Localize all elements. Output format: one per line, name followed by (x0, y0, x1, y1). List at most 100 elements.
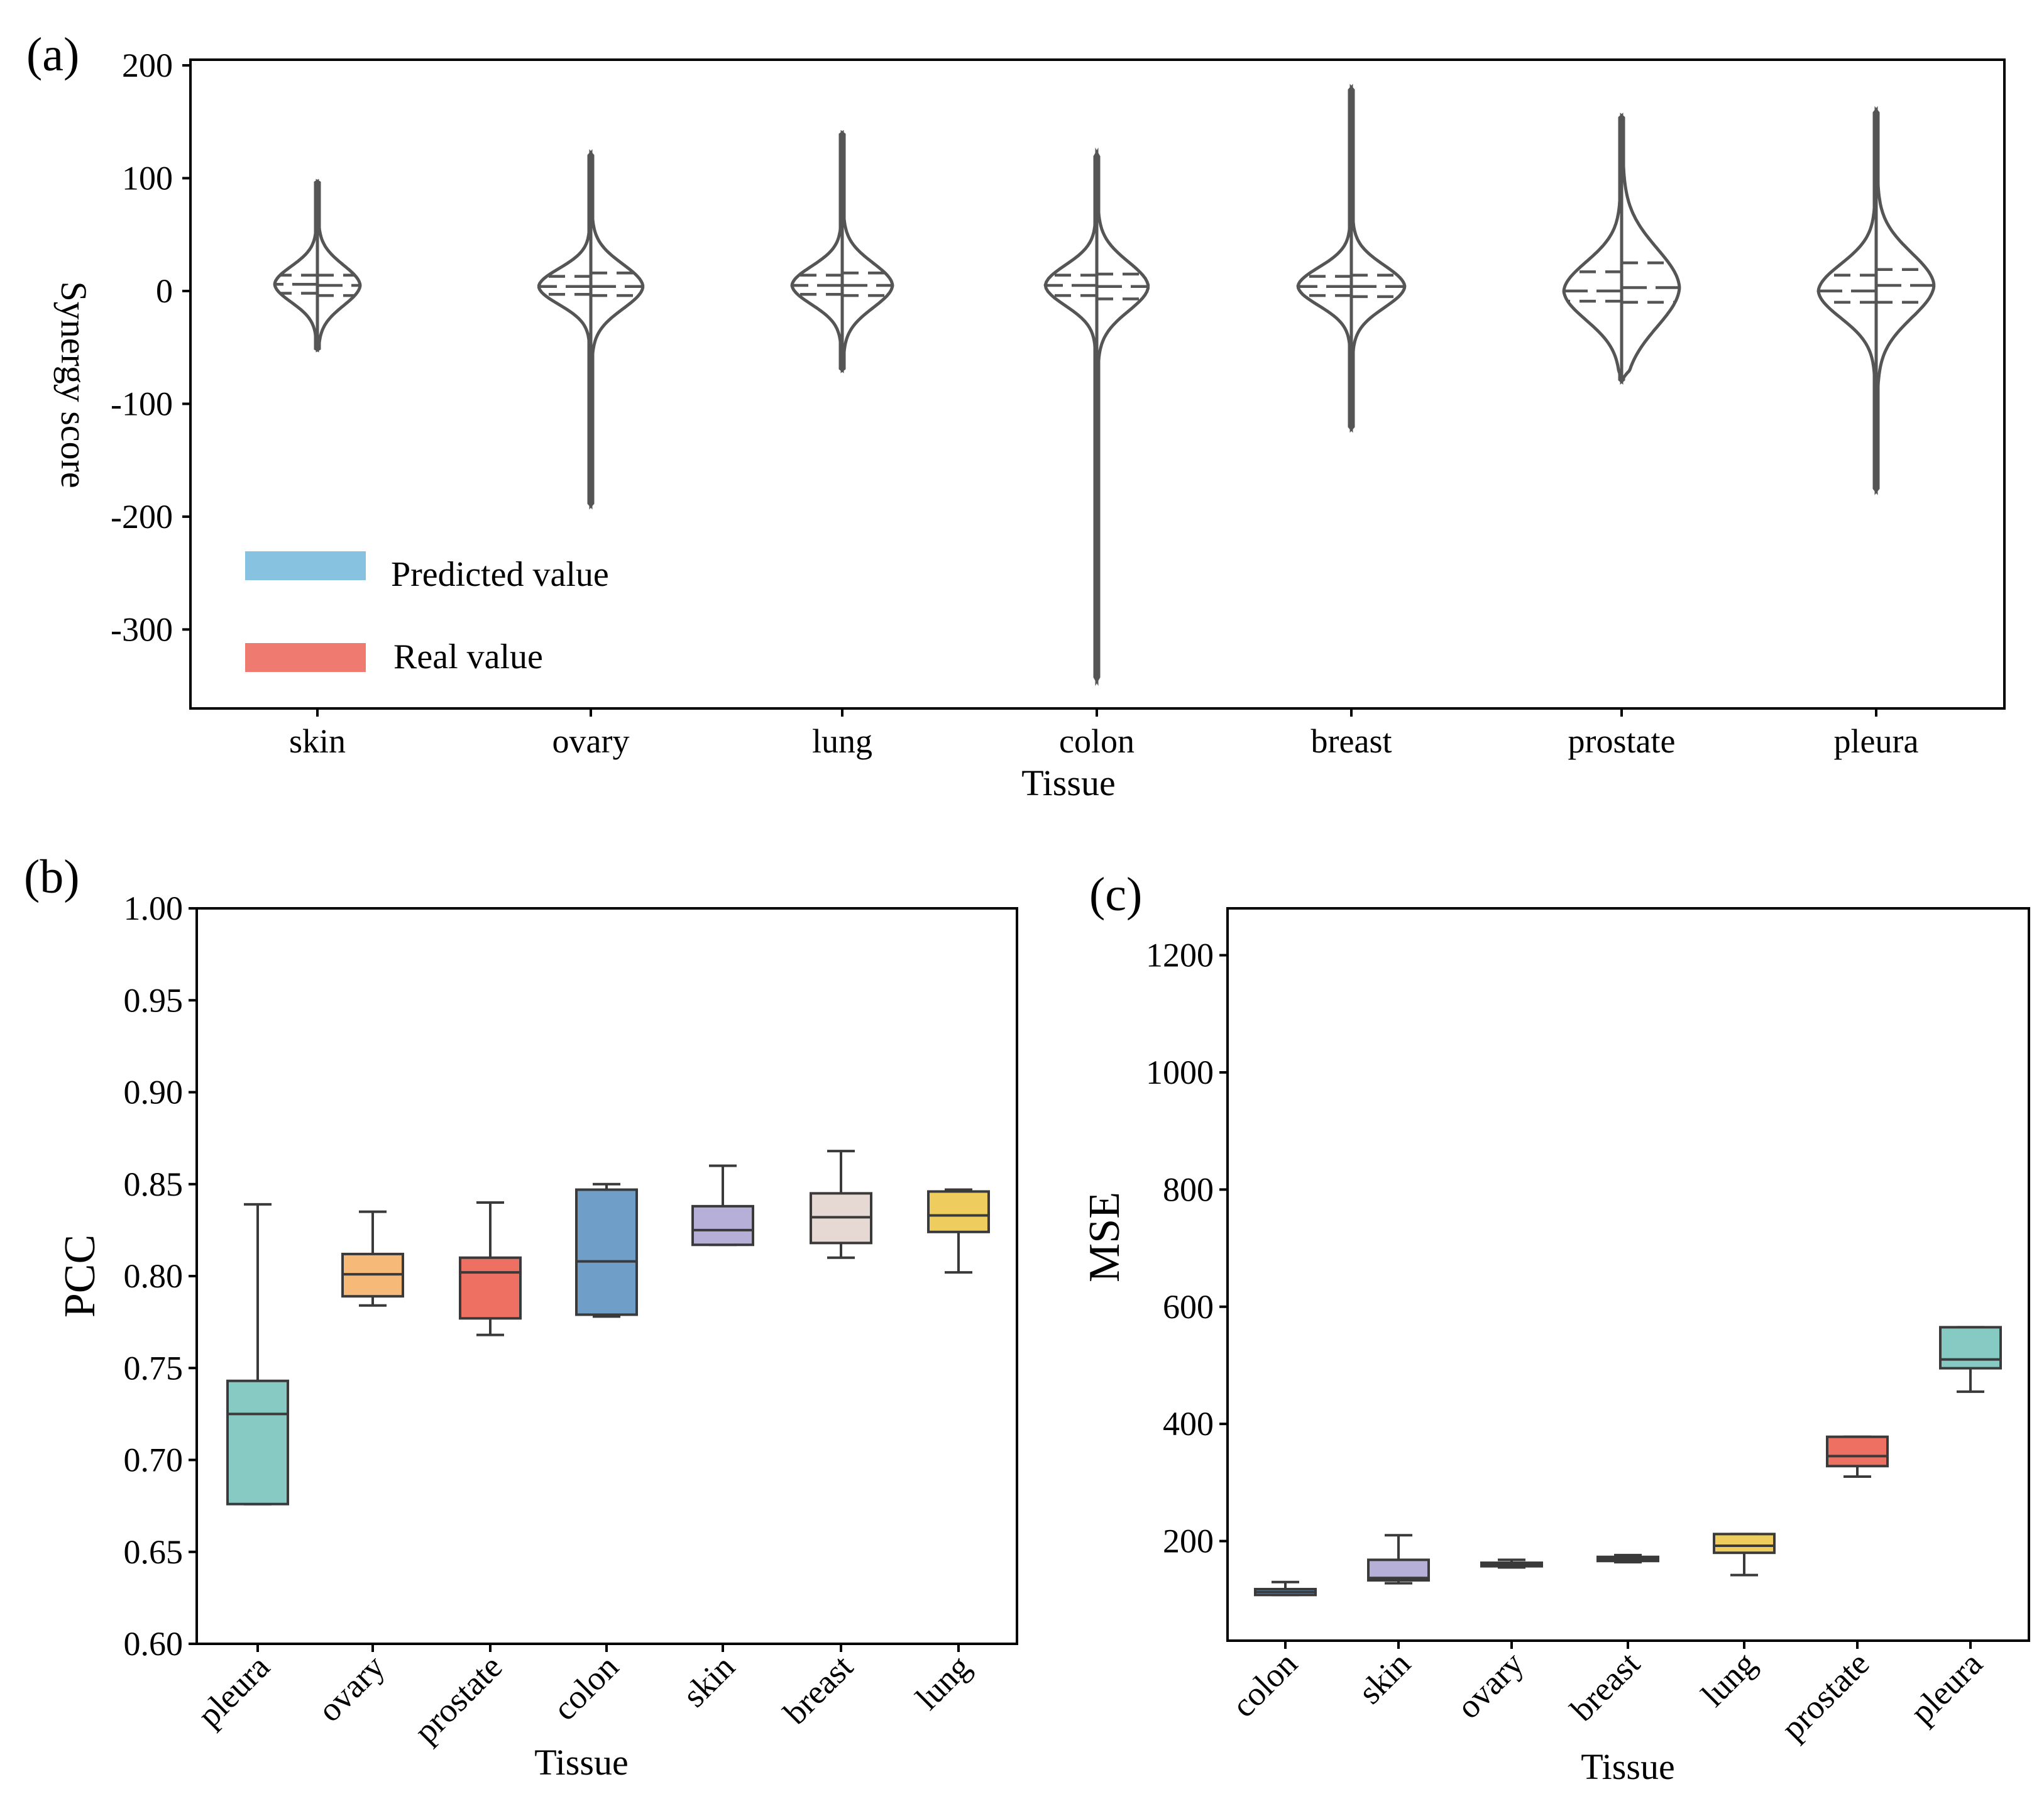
x-tick-label-lung: lung (1694, 1644, 1763, 1714)
y-tick-label-b: 0.60 (124, 1625, 184, 1663)
box-c-colon (1254, 1580, 1317, 1597)
panel-label-c: (c) (1089, 868, 1142, 921)
legend-a: Predicted value Real value (245, 551, 609, 676)
y-tick-label-b: 0.95 (124, 981, 184, 1019)
violin-predicted-value-lung (790, 129, 844, 373)
violin-predicted-value-prostate (1562, 113, 1624, 385)
y-tick-label-a: -100 (111, 385, 173, 422)
plot-frame-a (189, 58, 2006, 710)
y-tick-label-c: 1000 (1146, 1054, 1214, 1091)
box-group-c (1254, 1326, 2002, 1597)
violin-real-value-lung (840, 129, 894, 373)
y-tick-label-b: 1.00 (124, 889, 184, 927)
violin-chart-a: (a) 200 100 0 -100 -200 -300 skin ovary lung col… (26, 28, 2006, 803)
x-axis-ticks-a: skin ovary lung colon breast prostate pleura (289, 708, 1918, 760)
x-tick-label-colon: colon (1059, 722, 1135, 760)
panel-label-a: (a) (26, 28, 79, 81)
violin-predicted-value-breast (1296, 84, 1353, 433)
box-body (1713, 1533, 1776, 1555)
violin-group-a (273, 84, 1936, 686)
x-axis-label-c: Tissue (1581, 1746, 1674, 1787)
x-tick-label-breast: breast (1563, 1644, 1647, 1729)
violin-predicted-value-pleura (1816, 106, 1878, 495)
y-tick-label-c: 600 (1163, 1288, 1214, 1326)
violin-real-value-pleura (1874, 106, 1936, 495)
x-tick-label-ovary: ovary (552, 722, 630, 760)
box-body (1826, 1435, 1889, 1468)
box-body (226, 1379, 289, 1506)
legend-swatch-real (245, 643, 366, 672)
box-chart-c: (c) 1200 1000 800 600 400 200 colon skin ovary b… (1080, 868, 2030, 1787)
box-b-lung (927, 1188, 990, 1274)
y-tick-label-b: 0.65 (124, 1533, 184, 1571)
box-c-pleura (1939, 1326, 2002, 1393)
box-b-pleura (226, 1203, 289, 1506)
y-tick-label-a: 100 (122, 159, 173, 197)
violin-predicted-value-skin (273, 179, 319, 353)
x-tick-label-lung: lung (908, 1648, 977, 1717)
legend-label-predicted: Predicted value (391, 555, 609, 594)
x-tick-label-skin: skin (1351, 1644, 1417, 1711)
y-tick-label-b: 0.70 (124, 1441, 184, 1479)
box-c-skin (1367, 1534, 1430, 1585)
x-tick-label-skin: skin (289, 722, 346, 760)
y-tick-label-c: 400 (1163, 1405, 1214, 1443)
y-axis-ticks-c: 1200 1000 800 600 400 200 (1146, 937, 1228, 1560)
y-tick-label-c: 200 (1163, 1522, 1214, 1560)
x-tick-label-pleura: pleura (190, 1648, 277, 1734)
x-tick-label-breast: breast (1311, 722, 1392, 760)
violin-real-value-breast (1349, 84, 1407, 433)
x-tick-label-prostate: prostate (1568, 722, 1676, 760)
violin-real-value-colon (1095, 147, 1150, 686)
box-c-lung (1713, 1533, 1776, 1577)
y-axis-label-a: Synergy score (53, 281, 94, 488)
y-tick-label-b: 0.90 (124, 1074, 184, 1111)
box-body (691, 1204, 754, 1247)
y-tick-label-c: 800 (1163, 1170, 1214, 1208)
legend-label-real: Real value (393, 637, 543, 676)
box-b-colon (575, 1182, 638, 1318)
x-tick-label-colon: colon (1224, 1644, 1304, 1724)
box-body (1939, 1326, 2002, 1370)
x-tick-label-pleura: pleura (1903, 1644, 1990, 1731)
violin-real-value-ovary (589, 149, 645, 510)
plot-frame-b (195, 907, 1018, 1645)
x-tick-label-colon: colon (546, 1648, 625, 1727)
y-tick-label-b: 0.80 (124, 1257, 184, 1295)
y-tick-label-a: -300 (111, 610, 173, 648)
x-tick-label-prostate: prostate (1774, 1644, 1876, 1747)
y-axis-label-c: MSE (1080, 1192, 1129, 1282)
violin-real-value-prostate (1620, 113, 1681, 385)
panel-label-b: (b) (24, 851, 80, 903)
plot-frame-c (1226, 907, 2030, 1642)
x-tick-label-prostate: prostate (407, 1648, 509, 1750)
box-b-prostate (459, 1201, 522, 1336)
y-tick-label-b: 0.85 (124, 1165, 184, 1203)
y-tick-label-b: 0.75 (124, 1349, 184, 1387)
box-b-skin (691, 1164, 754, 1247)
x-tick-label-breast: breast (776, 1648, 860, 1732)
box-body (575, 1188, 638, 1316)
x-axis-ticks-b: pleura ovary prostate colon skin breast lung (190, 1644, 977, 1750)
box-group-b (226, 1150, 990, 1506)
y-axis-ticks-b: 1.00 0.95 0.90 0.85 0.80 0.75 0.70 0.65 0.60 (124, 889, 197, 1663)
x-axis-ticks-c: colon skin ovary breast lung prostate pleura (1224, 1641, 1990, 1747)
box-b-ovary (341, 1210, 404, 1307)
box-b-breast (810, 1150, 872, 1259)
x-tick-label-ovary: ovary (1449, 1644, 1530, 1726)
box-c-ovary (1480, 1558, 1543, 1569)
box-c-breast (1596, 1553, 1659, 1564)
box-body (927, 1190, 990, 1233)
y-tick-label-a: 200 (122, 47, 173, 84)
violin-real-value-skin (316, 179, 362, 353)
x-axis-label-b: Tissue (534, 1742, 628, 1783)
legend-swatch-predicted (245, 551, 366, 580)
y-axis-ticks-a: 200 100 0 -100 -200 -300 (111, 47, 190, 648)
x-axis-label-a: Tissue (1021, 763, 1115, 803)
y-tick-label-c: 1200 (1146, 937, 1214, 974)
box-chart-b: (b) 1.00 0.95 0.90 0.85 0.80 0.75 0.70 0.65 0.60… (24, 851, 1018, 1783)
x-tick-label-ovary: ovary (310, 1648, 392, 1729)
y-tick-label-a: -200 (111, 498, 173, 536)
x-tick-label-skin: skin (675, 1648, 742, 1714)
